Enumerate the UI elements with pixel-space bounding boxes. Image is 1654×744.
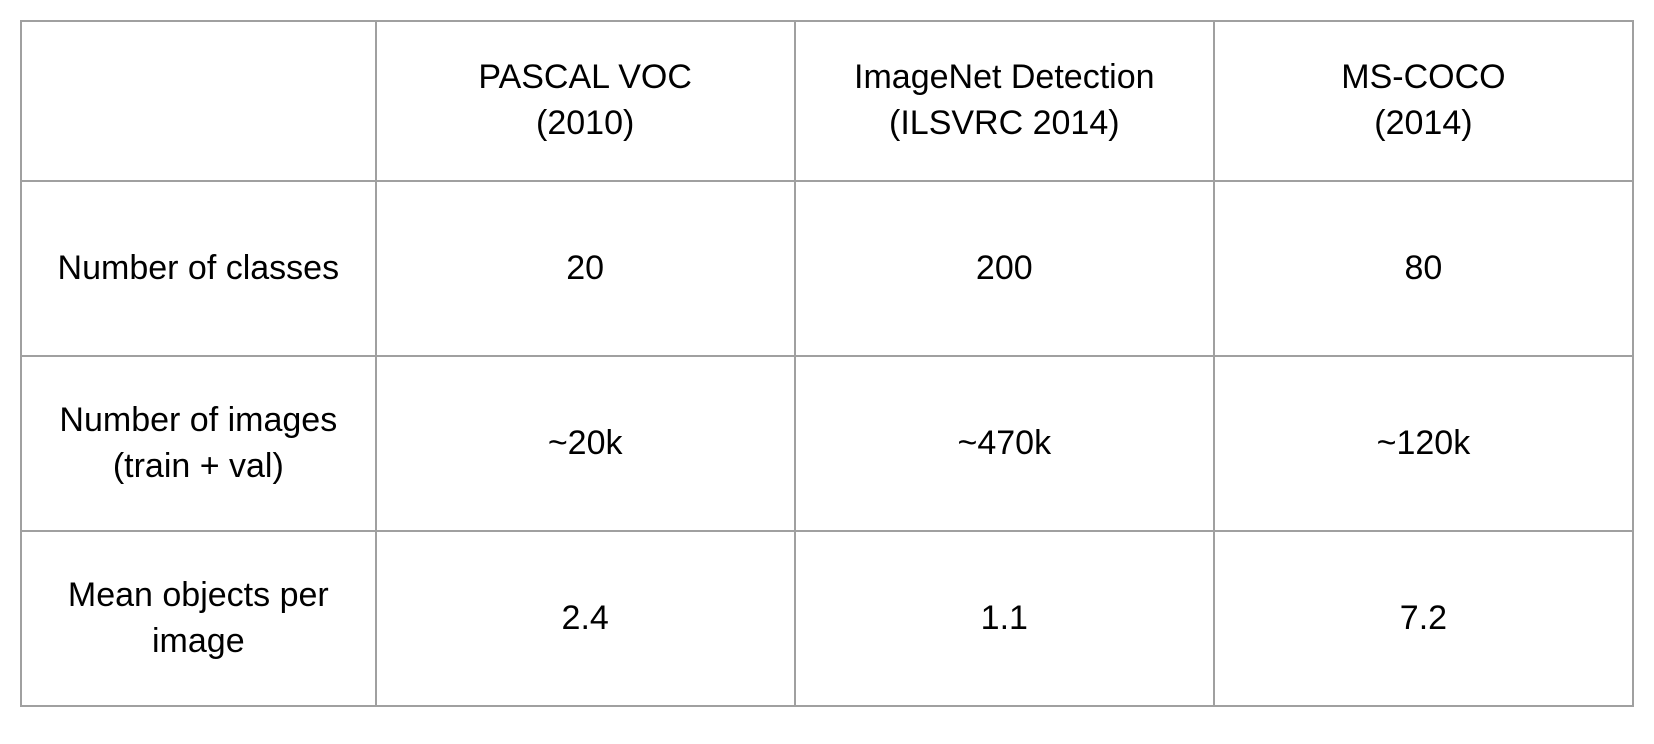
header-label-line2: (ILSVRC 2014) xyxy=(889,104,1120,142)
header-label-line2: (2010) xyxy=(536,104,634,142)
cell-value: 200 xyxy=(795,181,1214,356)
header-pascal-voc: PASCAL VOC (2010) xyxy=(376,21,795,181)
cell-value: ~470k xyxy=(795,356,1214,531)
table-row: Mean objects per image 2.4 1.1 7.2 xyxy=(21,531,1633,706)
header-label-line1: PASCAL VOC xyxy=(478,58,692,96)
row-label-classes: Number of classes xyxy=(21,181,376,356)
cell-value: 1.1 xyxy=(795,531,1214,706)
header-label-line2: (2014) xyxy=(1374,104,1472,142)
dataset-comparison-table: PASCAL VOC (2010) ImageNet Detection (IL… xyxy=(20,20,1634,707)
row-label-objects: Mean objects per image xyxy=(21,531,376,706)
header-empty-cell xyxy=(21,21,376,181)
cell-value: ~120k xyxy=(1214,356,1633,531)
table-header-row: PASCAL VOC (2010) ImageNet Detection (IL… xyxy=(21,21,1633,181)
table-row: Number of classes 20 200 80 xyxy=(21,181,1633,356)
cell-value: 2.4 xyxy=(376,531,795,706)
header-imagenet: ImageNet Detection (ILSVRC 2014) xyxy=(795,21,1214,181)
cell-value: 20 xyxy=(376,181,795,356)
table-row: Number of images (train + val) ~20k ~470… xyxy=(21,356,1633,531)
row-label-images: Number of images (train + val) xyxy=(21,356,376,531)
cell-value: ~20k xyxy=(376,356,795,531)
header-label-line1: ImageNet Detection xyxy=(854,58,1155,96)
cell-value: 7.2 xyxy=(1214,531,1633,706)
header-label-line1: MS-COCO xyxy=(1341,58,1505,96)
cell-value: 80 xyxy=(1214,181,1633,356)
header-mscoco: MS-COCO (2014) xyxy=(1214,21,1633,181)
